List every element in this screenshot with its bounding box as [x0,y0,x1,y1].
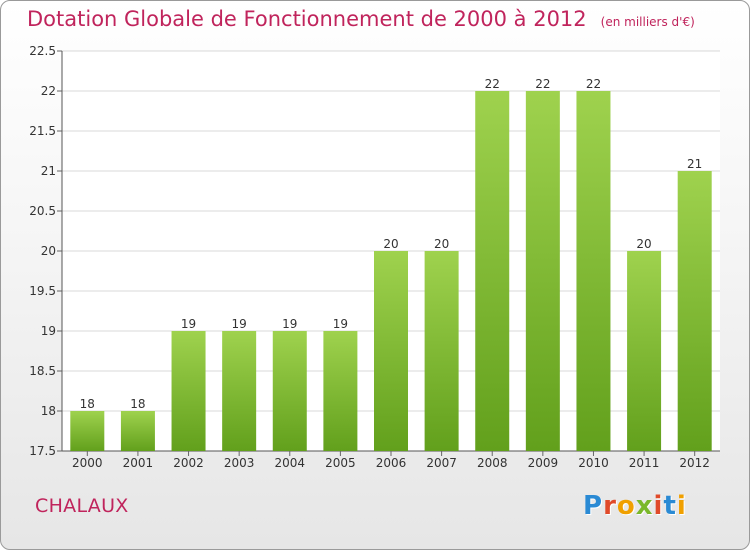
x-tick-label: 2006 [376,456,407,470]
x-tick-label: 2011 [629,456,660,470]
city-name: CHALAUX [35,495,129,517]
y-tick-label: 19.5 [29,284,56,298]
bar-2003 [222,331,257,451]
x-tick-label: 2000 [72,456,103,470]
y-tick-label: 22.5 [29,44,56,58]
data-label: 21 [687,157,702,171]
data-label: 20 [383,237,398,251]
proxiti-logo: Proxiti [583,491,687,521]
bar-2009 [525,91,560,451]
logo-letter: P [583,491,604,521]
data-label: 22 [586,77,601,91]
x-tick-label: 2012 [679,456,710,470]
y-tick-label: 20 [41,244,56,258]
y-tick-label: 22 [41,84,56,98]
x-tick-label: 2009 [528,456,559,470]
title-text: Dotation Globale de Fonctionnement de 20… [27,7,587,31]
y-tick-label: 18.5 [29,364,56,378]
x-tick-label: 2005 [325,456,356,470]
data-labels: 18 18 19 19 19 19 20 20 22 22 22 20 21 [80,77,703,411]
data-label: 19 [232,317,247,331]
title-unit: (en milliers d'€) [600,15,695,29]
data-label: 19 [333,317,348,331]
data-label: 20 [434,237,449,251]
data-label: 18 [130,397,145,411]
x-tick-label: 2010 [578,456,609,470]
y-tick-label: 18 [41,404,56,418]
logo-letter: r [603,491,617,521]
x-tick-label: 2002 [173,456,204,470]
data-label: 19 [282,317,297,331]
x-tick-label: 2004 [274,456,305,470]
x-tick-label: 2001 [123,456,154,470]
y-tick-label: 21 [41,164,56,178]
bar-2001 [120,411,155,451]
bar-2000 [70,411,105,451]
bar-2006 [374,251,408,451]
logo-letter: x [635,491,654,521]
bar-2011 [627,251,662,451]
y-tick-label: 19 [41,324,56,338]
data-label: 20 [636,237,651,251]
bar-2005 [323,331,358,451]
bar-2010 [576,91,611,451]
y-tick-label: 21.5 [29,124,56,138]
x-tick-label: 2008 [477,456,508,470]
x-tick-label: 2007 [426,456,457,470]
data-label: 19 [181,317,196,331]
data-label: 22 [535,77,550,91]
bar-2002 [171,331,206,451]
bar-2004 [272,331,307,451]
data-label: 22 [485,77,500,91]
logo-letter: i [653,491,664,521]
logo-letter: o [616,491,636,521]
logo-letter: i [676,491,687,521]
y-tick-label: 20.5 [29,204,56,218]
bars [70,91,712,451]
logo-letter: t [663,491,677,521]
x-tick-label: 2003 [224,456,255,470]
chart-title: Dotation Globale de Fonctionnement de 20… [27,7,695,31]
data-label: 18 [80,397,95,411]
y-tick-label: 17.5 [29,444,56,458]
bar-2007 [424,251,459,451]
bar-2012 [677,171,712,451]
bar-2008 [475,91,510,451]
